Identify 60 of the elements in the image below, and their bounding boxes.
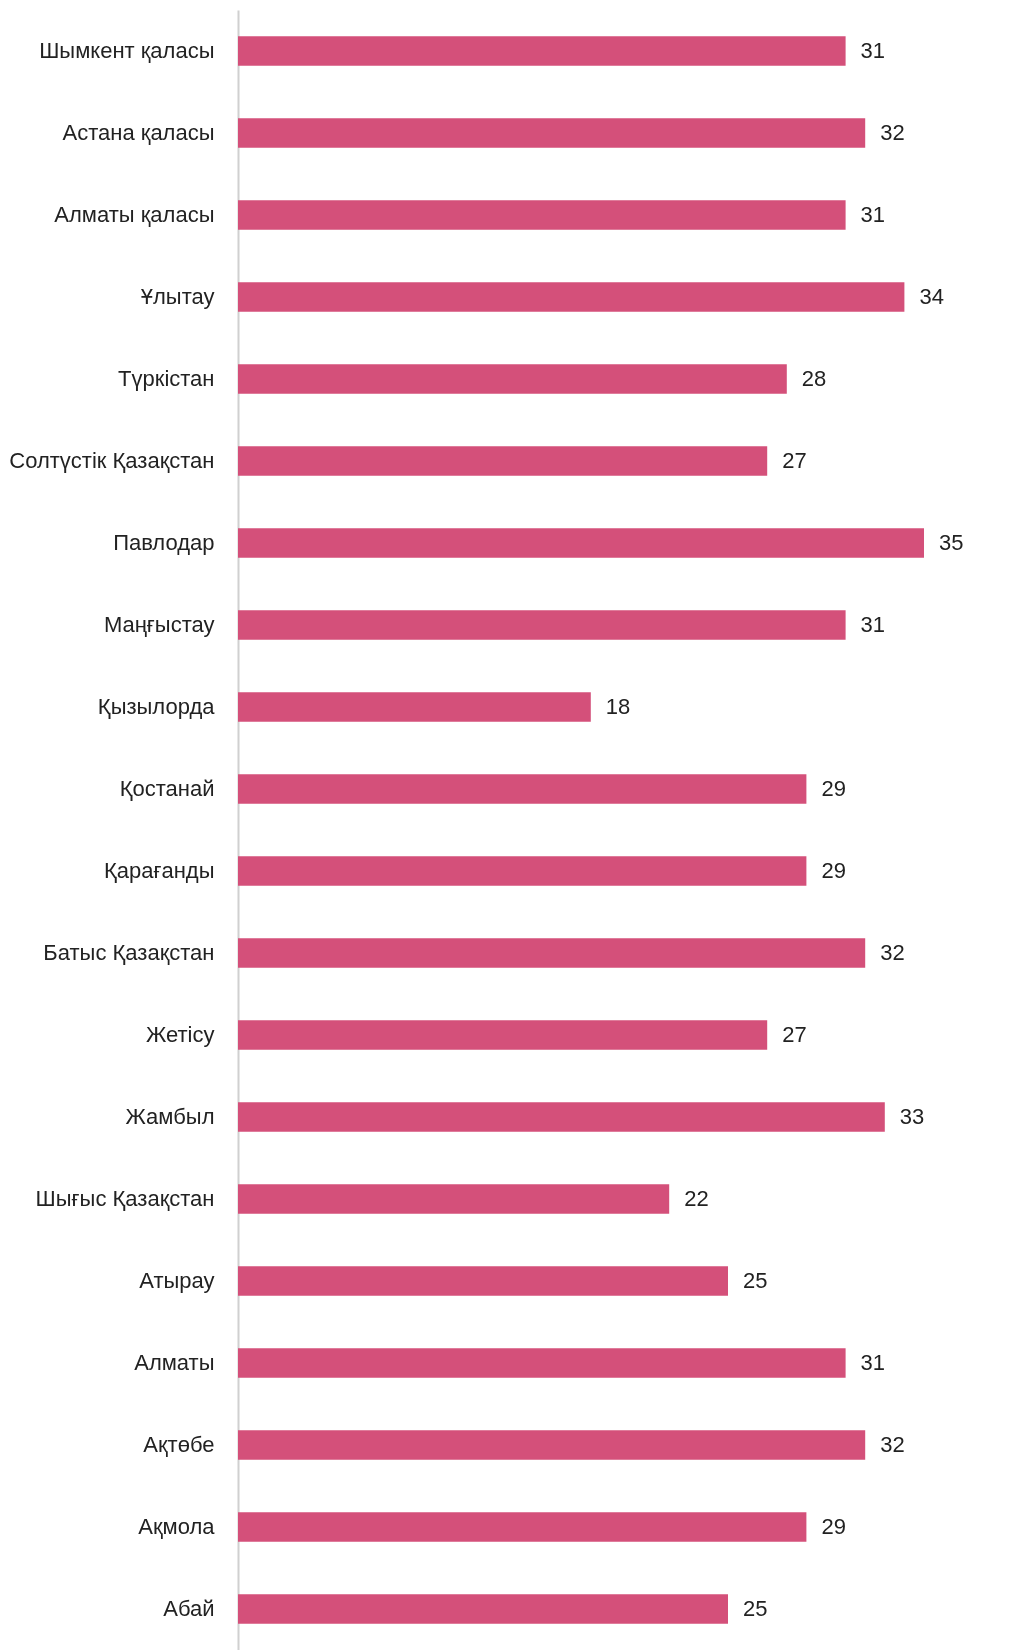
y-tick-label: Шығыс Қазақстан — [35, 1186, 215, 1211]
y-tick-label: Атырау — [139, 1268, 215, 1293]
data-label: 29 — [821, 776, 846, 801]
y-tick-label: Жетісу — [145, 1022, 215, 1047]
data-label: 31 — [860, 1350, 886, 1375]
data-label: 32 — [880, 940, 905, 965]
bar — [238, 282, 905, 312]
y-tick-label: Түркістан — [118, 366, 215, 391]
bar — [238, 1430, 866, 1460]
bar — [238, 938, 866, 968]
data-label: 25 — [743, 1596, 768, 1621]
bar — [238, 36, 846, 66]
data-label: 27 — [782, 1022, 807, 1047]
data-label: 29 — [821, 1514, 846, 1539]
y-tick-label: Ұлытау — [140, 284, 215, 309]
bar — [238, 692, 591, 722]
y-tick-label: Маңғыстау — [103, 612, 215, 637]
bar — [238, 118, 866, 148]
y-tick-label: Қарағанды — [103, 858, 215, 883]
y-tick-label: Астана қаласы — [62, 120, 215, 145]
data-label: 31 — [860, 202, 886, 227]
data-label: 32 — [880, 120, 905, 145]
bar — [238, 528, 924, 558]
y-tick-label: Алматы қаласы — [54, 202, 215, 227]
bar — [238, 1594, 728, 1624]
y-tick-label: Қызылорда — [97, 694, 216, 719]
data-label: 18 — [605, 694, 631, 719]
y-tick-label: Жамбыл — [125, 1104, 215, 1129]
y-tick-label: Ақтөбе — [143, 1432, 215, 1457]
bar — [238, 1348, 846, 1378]
bar — [238, 1020, 768, 1050]
y-tick-label: Павлодар — [113, 530, 215, 555]
bar — [238, 1102, 885, 1132]
y-tick-label: Ақмола — [138, 1514, 216, 1539]
data-label: 31 — [860, 38, 886, 63]
bar — [238, 1266, 728, 1296]
data-label: 28 — [801, 366, 827, 391]
bar — [238, 610, 846, 640]
y-tick-label: Абай — [163, 1596, 215, 1621]
bar — [238, 364, 787, 394]
data-label: 29 — [821, 858, 846, 883]
data-label: 32 — [880, 1432, 905, 1457]
y-tick-label: Батыс Қазақстан — [43, 940, 215, 965]
bar — [238, 774, 807, 804]
data-label: 22 — [684, 1186, 709, 1211]
y-tick-label: Солтүстік Қазақстан — [9, 448, 215, 473]
bar — [238, 200, 846, 230]
bar — [238, 1512, 807, 1542]
y-tick-label: Шымкент қаласы — [39, 38, 215, 63]
data-label: 33 — [899, 1104, 925, 1129]
bar — [238, 446, 768, 476]
data-label: 25 — [743, 1268, 768, 1293]
data-label: 35 — [939, 530, 964, 555]
y-tick-label: Қостанай — [119, 776, 215, 801]
data-label: 27 — [782, 448, 807, 473]
bar — [238, 1184, 670, 1214]
y-tick-label: Алматы — [134, 1350, 215, 1375]
data-label: 34 — [919, 284, 944, 309]
bar — [238, 856, 807, 886]
data-label: 31 — [860, 612, 886, 637]
